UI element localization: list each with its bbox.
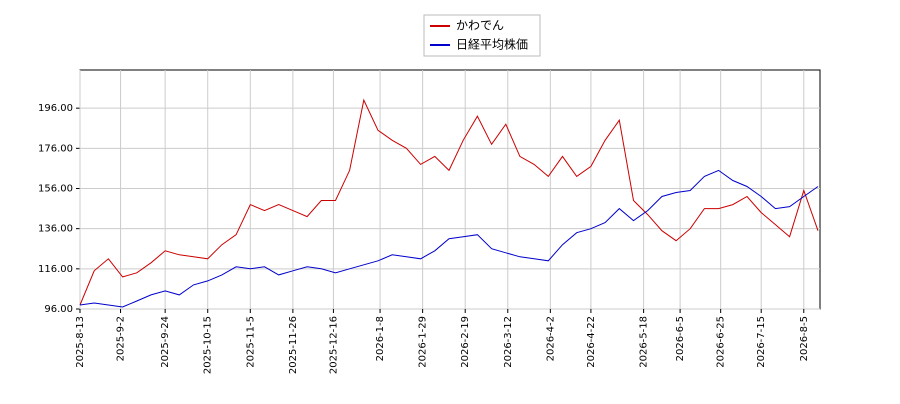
x-tick-label: 2025-8-13: [75, 316, 86, 368]
x-tick-label: 2026-8-5: [799, 316, 810, 361]
x-tick-label: 2026-4-2: [545, 316, 556, 361]
x-tick-label: 2026-3-12: [503, 316, 514, 368]
legend-label: かわでん: [456, 19, 504, 33]
x-tick-label: 2025-12-16: [328, 316, 339, 374]
y-tick-label: 116.00: [38, 264, 73, 275]
y-tick-label: 196.00: [38, 103, 73, 114]
x-tick-label: 2026-5-18: [639, 316, 650, 368]
legend: [423, 14, 541, 57]
x-tick-label: 2025-9-2: [116, 316, 127, 361]
legend-label: 日経平均株価: [456, 37, 528, 52]
x-tick-label: 2026-6-5: [675, 316, 686, 361]
y-tick-label: 176.00: [38, 143, 73, 154]
x-tick-label: 2026-2-19: [460, 316, 471, 368]
x-tick-label: 2026-6-25: [716, 316, 727, 368]
x-tick-label: 2025-11-26: [288, 316, 299, 374]
x-tick-label: 2026-1-29: [418, 316, 429, 368]
x-tick-label: 2025-10-15: [203, 316, 214, 374]
series-line: [79, 169, 819, 308]
x-tick-label: 2026-1-8: [375, 316, 386, 361]
x-tick-label: 2026-4-22: [586, 316, 597, 368]
series-line: [79, 98, 819, 306]
x-tick-label: 2025-9-24: [160, 316, 171, 368]
x-tick-label: 2026-7-15: [756, 316, 767, 368]
plot-frame: [79, 69, 821, 310]
y-tick-label: 136.00: [38, 224, 73, 235]
y-tick-label: 156.00: [38, 183, 73, 194]
x-tick-label: 2025-11-5: [245, 316, 256, 368]
y-tick-label: 96.00: [44, 304, 73, 315]
